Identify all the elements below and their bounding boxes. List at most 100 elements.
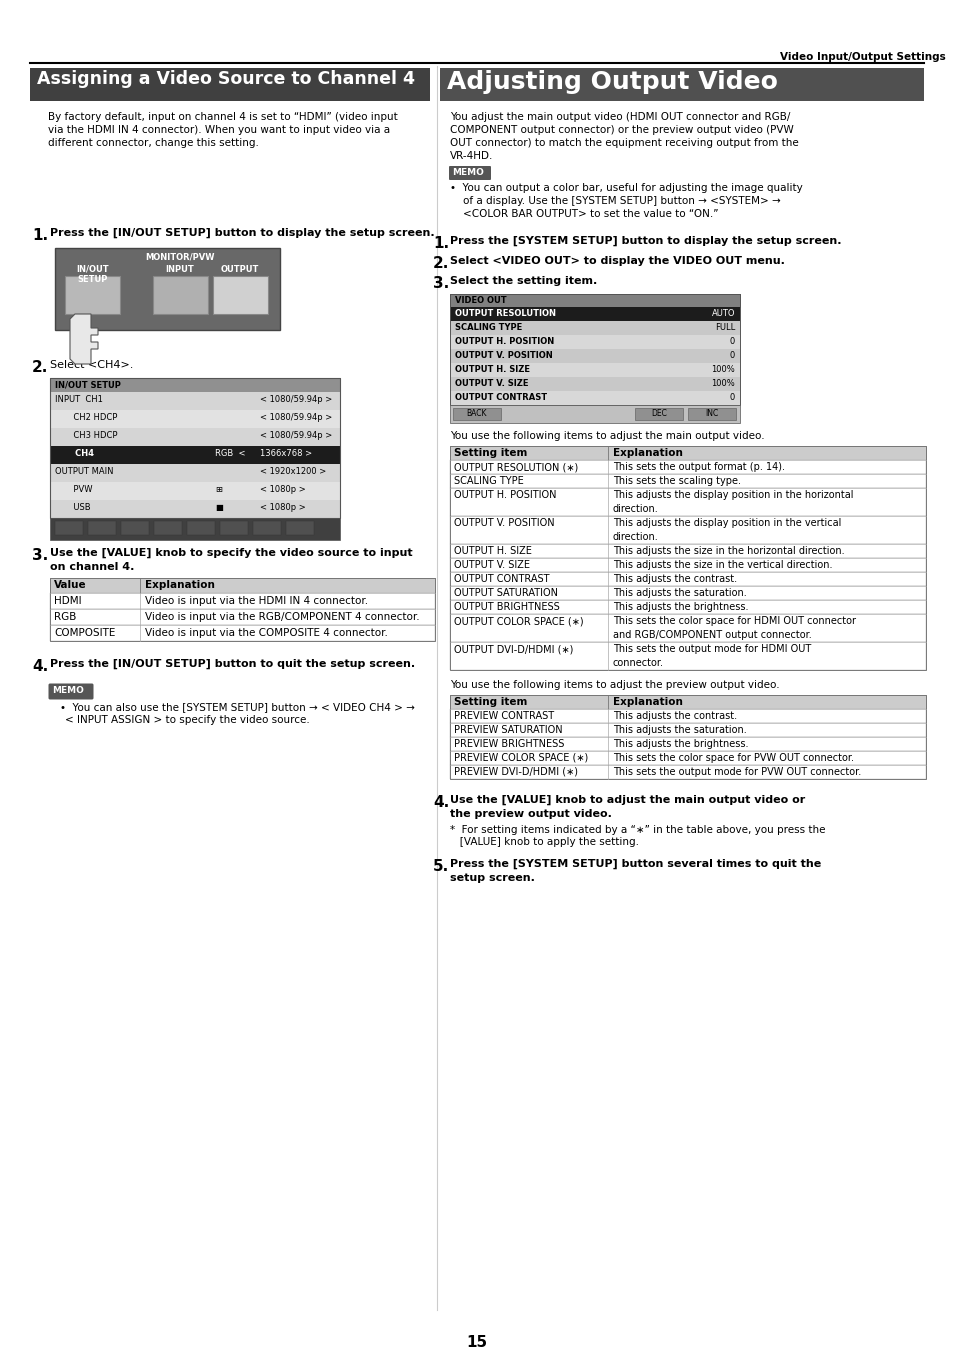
Text: 0: 0 [729,393,734,402]
Bar [450,586,925,599]
Text: setup screen.: setup screen. [450,873,535,883]
Text: < 1080/59.94p >: < 1080/59.94p > [260,431,332,440]
Text: 1.: 1. [433,236,449,251]
Polygon shape [70,315,98,364]
Bar [50,464,339,482]
Text: OUTPUT DVI-D/HDMI (∗): OUTPUT DVI-D/HDMI (∗) [454,644,573,653]
Text: OUTPUT SATURATION: OUTPUT SATURATION [454,589,558,598]
Text: OUTPUT V. POSITION: OUTPUT V. POSITION [454,518,554,528]
Bar [453,408,500,420]
Text: OUTPUT H. POSITION: OUTPUT H. POSITION [455,338,554,346]
Text: INC: INC [704,409,718,418]
Bar [152,275,208,315]
Bar [153,521,182,535]
Bar [450,765,925,779]
Bar [450,695,925,709]
Text: OUTPUT H. SIZE: OUTPUT H. SIZE [455,364,530,374]
Bar [450,392,740,405]
Text: This adjusts the display position in the horizontal: This adjusts the display position in the… [613,490,853,500]
Text: 0: 0 [729,338,734,346]
Text: Setting item: Setting item [454,448,527,458]
Text: COMPONENT output connector) or the preview output video (PVW: COMPONENT output connector) or the previ… [450,126,793,135]
Text: You use the following items to adjust the preview output video.: You use the following items to adjust th… [450,680,779,690]
Text: This adjusts the contrast.: This adjusts the contrast. [613,711,737,721]
FancyBboxPatch shape [49,683,93,699]
Text: OUTPUT V. POSITION: OUTPUT V. POSITION [455,351,552,360]
Bar [55,521,83,535]
Bar [50,428,339,446]
Bar [187,521,214,535]
Text: HDMI: HDMI [54,595,82,606]
Text: COMPOSITE: COMPOSITE [54,628,115,639]
Bar [450,751,925,765]
Text: < 1080/59.94p >: < 1080/59.94p > [260,413,332,423]
Text: OUTPUT RESOLUTION (∗): OUTPUT RESOLUTION (∗) [454,462,578,472]
Text: 100%: 100% [711,364,734,374]
Text: 1366x768 >: 1366x768 > [260,450,312,458]
Bar [450,294,740,405]
Bar [50,578,435,593]
Text: This adjusts the saturation.: This adjusts the saturation. [613,725,746,734]
Text: ⊞: ⊞ [214,485,222,494]
Bar [450,544,925,558]
Bar [450,558,925,572]
Bar [50,578,435,641]
Bar [30,68,430,101]
Text: OUTPUT H. POSITION: OUTPUT H. POSITION [454,490,556,500]
Bar [50,609,435,625]
Text: Select the setting item.: Select the setting item. [450,275,597,286]
Text: on channel 4.: on channel 4. [50,562,134,572]
Bar [439,68,923,101]
Bar [450,294,740,306]
Text: OUTPUT BRIGHTNESS: OUTPUT BRIGHTNESS [454,602,559,612]
Text: PREVIEW CONTRAST: PREVIEW CONTRAST [454,711,554,721]
Text: OUTPUT COLOR SPACE (∗): OUTPUT COLOR SPACE (∗) [454,616,583,626]
Text: DEC: DEC [650,409,666,418]
Text: INPUT  CH1: INPUT CH1 [55,396,103,404]
Text: direction.: direction. [613,504,659,514]
Text: PREVIEW BRIGHTNESS: PREVIEW BRIGHTNESS [454,738,564,749]
Text: CH3 HDCP: CH3 HDCP [55,431,117,440]
Text: OUTPUT CONTRAST: OUTPUT CONTRAST [455,393,547,402]
Text: 100%: 100% [711,379,734,387]
Text: < 1080p >: < 1080p > [260,485,305,494]
Text: of a display. Use the [SYSTEM SETUP] button → <SYSTEM> →: of a display. Use the [SYSTEM SETUP] but… [450,196,780,207]
Bar [450,516,925,544]
Text: Select <VIDEO OUT> to display the VIDEO OUT menu.: Select <VIDEO OUT> to display the VIDEO … [450,256,784,266]
Text: Select <CH4>.: Select <CH4>. [50,360,133,370]
Text: This adjusts the brightness.: This adjusts the brightness. [613,738,748,749]
Text: via the HDMI IN 4 connector). When you want to input video via a: via the HDMI IN 4 connector). When you w… [48,126,390,135]
Text: MEMO: MEMO [52,686,84,695]
Text: MEMO: MEMO [452,167,483,177]
Text: 1.: 1. [32,228,48,243]
Text: Video Input/Output Settings: Video Input/Output Settings [780,53,944,62]
Text: This adjusts the saturation.: This adjusts the saturation. [613,589,746,598]
Bar [50,378,339,518]
Bar [253,521,281,535]
Text: 15: 15 [466,1335,487,1350]
Text: •  You can output a color bar, useful for adjusting the image quality: • You can output a color bar, useful for… [450,184,801,193]
Text: OUTPUT V. SIZE: OUTPUT V. SIZE [455,379,528,387]
Text: 3.: 3. [433,275,449,292]
Text: 2.: 2. [433,256,449,271]
Text: OUTPUT V. SIZE: OUTPUT V. SIZE [454,560,530,570]
Text: INPUT: INPUT [166,265,194,274]
Text: VR-4HD.: VR-4HD. [450,151,493,161]
Text: different connector, change this setting.: different connector, change this setting… [48,138,258,148]
Text: OUTPUT: OUTPUT [220,265,259,274]
Text: < 1080p >: < 1080p > [260,504,305,512]
Text: CH4: CH4 [55,450,94,458]
Text: You use the following items to adjust the main output video.: You use the following items to adjust th… [450,431,763,441]
Bar [450,474,925,487]
Bar [450,724,925,737]
Text: PREVIEW SATURATION: PREVIEW SATURATION [454,725,562,734]
Text: and RGB/COMPONENT output connector.: and RGB/COMPONENT output connector. [613,630,811,640]
Text: 3.: 3. [32,548,49,563]
Bar [450,377,740,392]
Text: This adjusts the size in the vertical direction.: This adjusts the size in the vertical di… [613,560,832,570]
Text: IN/OUT SETUP: IN/OUT SETUP [55,379,121,389]
Text: OUTPUT H. SIZE: OUTPUT H. SIZE [454,545,532,556]
Text: Assigning a Video Source to Channel 4: Assigning a Video Source to Channel 4 [37,70,415,88]
Text: Press the [SYSTEM SETUP] button to display the setup screen.: Press the [SYSTEM SETUP] button to displ… [450,236,841,246]
Text: Use the [VALUE] knob to adjust the main output video or: Use the [VALUE] knob to adjust the main … [450,795,804,805]
